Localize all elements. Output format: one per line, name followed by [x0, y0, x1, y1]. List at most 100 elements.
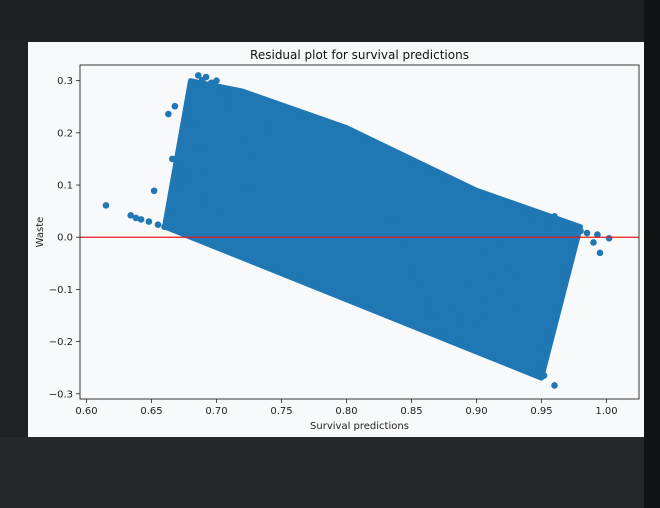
scatter-point [245, 184, 253, 191]
scatter-point [161, 223, 168, 231]
x-tick-label: 1.00 [595, 406, 617, 417]
y-axis-label: Waste [35, 217, 46, 248]
scatter-point [202, 73, 210, 81]
scatter-point [249, 155, 257, 163]
scatter-point [182, 170, 189, 177]
scatter-point [222, 94, 229, 101]
chart-figure: 0.60 0.65 0.70 0.75 0.80 0.85 0.90 0.95 1.00 −0.3… [28, 42, 644, 437]
scatter-point [471, 322, 479, 330]
x-tick-label: 0.65 [140, 406, 162, 417]
scatter-chart: 0.60 0.65 0.70 0.75 0.80 0.85 0.90 0.95 1.00 −0.3… [28, 42, 644, 437]
scatter-point [596, 249, 604, 257]
scatter-point [566, 220, 574, 228]
x-tick-label: 0.95 [530, 406, 552, 417]
viewer-scrollbar[interactable] [644, 0, 660, 508]
scatter-point [185, 108, 193, 116]
scatter-point [507, 265, 514, 272]
scatter-point [132, 214, 140, 222]
scatter-point [431, 322, 439, 330]
plot-layer: 0.60 0.65 0.70 0.75 0.80 0.85 0.90 0.95 1.00 −0.3… [49, 64, 640, 417]
scatter-point [213, 210, 220, 218]
scatter-point [171, 102, 179, 110]
scatter-point [408, 270, 415, 278]
y-tick-label: −0.3 [49, 389, 73, 400]
scatter-point [551, 382, 558, 389]
x-tick-label: 0.70 [205, 406, 227, 417]
scatter-point [462, 280, 470, 288]
scatter-point [418, 280, 426, 288]
plot-frame [79, 64, 640, 400]
chart-title: Residual plot for survival predictions [250, 48, 469, 62]
scatter-point [192, 123, 199, 130]
scatter-point [202, 166, 210, 173]
y-tick-label: 0.1 [57, 181, 73, 192]
y-tick-label: 0.3 [57, 76, 73, 87]
scatter-point [483, 312, 491, 319]
scatter-point [200, 197, 207, 204]
y-tick-label: 0.0 [57, 233, 73, 244]
scatter-point [127, 212, 134, 219]
scatter-point [213, 77, 220, 84]
scatter-point [102, 202, 110, 209]
scatter-point [401, 239, 409, 246]
y-tick-label: 0.2 [57, 128, 73, 139]
scatter-point [449, 306, 457, 314]
scatter-point [265, 124, 272, 131]
scatter-point [594, 231, 601, 238]
scatter-point [208, 79, 215, 87]
scatter-point [456, 338, 463, 345]
x-tick-label: 0.90 [465, 406, 487, 417]
scatter-point [423, 301, 431, 309]
scatter-point [512, 306, 519, 314]
scatter-point [444, 270, 452, 278]
scatter-point [534, 343, 541, 351]
viewer-top-bar [0, 0, 660, 42]
scatter-point [469, 260, 476, 267]
scatter-point [605, 234, 613, 242]
scatter-point [442, 333, 449, 340]
scatter-point [479, 249, 487, 257]
scatter-point [530, 218, 537, 225]
scatter-point [544, 223, 552, 231]
scatter-point [241, 134, 249, 142]
viewer-bottom-panel [0, 437, 644, 508]
scatter-point [590, 239, 597, 246]
scatter-point [577, 227, 584, 235]
scatter-point [396, 254, 404, 262]
scatter-point [496, 291, 504, 298]
scatter-point [583, 229, 591, 237]
scatter-point [475, 296, 483, 304]
scatter-point [457, 317, 465, 325]
scatter-point [195, 72, 202, 79]
scatter-point [169, 155, 176, 163]
scatter-point [525, 254, 532, 262]
x-tick-label: 0.75 [270, 406, 292, 417]
x-axis-label: Survival predictions [310, 421, 409, 432]
scatter-point [137, 216, 145, 223]
scatter-point [175, 181, 183, 188]
scatter-point [217, 85, 224, 93]
scatter-point [388, 218, 396, 225]
y-tick-label: −0.2 [49, 337, 73, 348]
scatter-point [560, 218, 567, 225]
scatter-point [150, 187, 158, 195]
scatter-point [518, 228, 526, 236]
scatter-point [551, 213, 558, 220]
scatter-point [165, 110, 172, 118]
scatter-point [197, 145, 205, 152]
scatter-point [510, 275, 518, 283]
scatter-point [540, 372, 548, 379]
scatter-point [429, 312, 436, 319]
scatter-point [189, 83, 197, 90]
scatter-point [154, 221, 162, 228]
x-tick-label: 0.60 [75, 406, 97, 417]
x-tick-label: 0.80 [335, 406, 357, 417]
scatter-point [421, 291, 428, 298]
x-tick-label: 0.85 [400, 406, 422, 417]
scatter-point [486, 270, 493, 278]
scatter-point [145, 218, 153, 225]
scatter-density-band [162, 78, 583, 381]
scatter-point [227, 103, 235, 111]
scatter-point [185, 181, 193, 189]
